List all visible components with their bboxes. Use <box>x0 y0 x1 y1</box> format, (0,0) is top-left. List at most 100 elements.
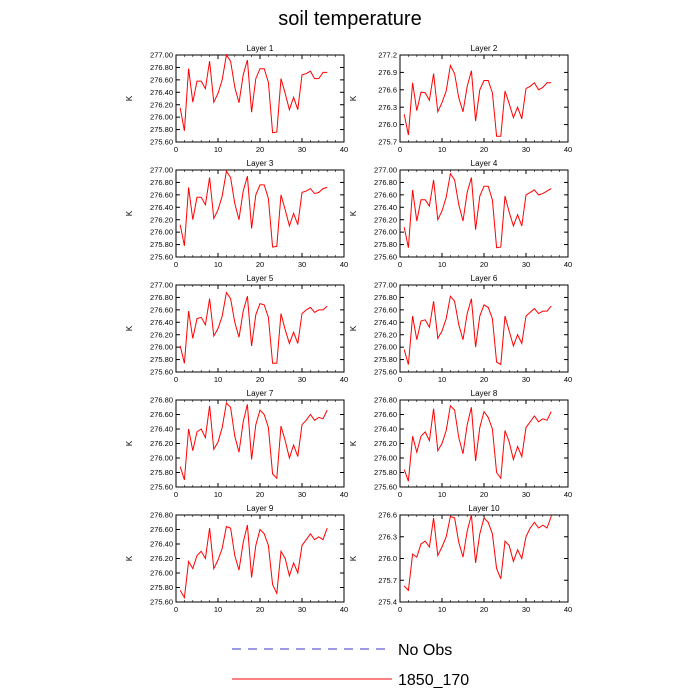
y-tick-label: 275.60 <box>374 483 397 492</box>
x-tick-label: 10 <box>214 490 222 499</box>
x-tick-label: 20 <box>480 490 488 499</box>
x-tick-label: 30 <box>522 260 530 269</box>
x-tick-label: 30 <box>298 260 306 269</box>
series-line <box>403 295 552 366</box>
x-tick-label: 20 <box>256 375 264 384</box>
y-tick-label: 276.40 <box>150 425 173 434</box>
chart-panel: Layer 5 0 10 20 30 40 275.60 275.80 276.00 276.20… <box>125 274 348 384</box>
x-tick-label: 0 <box>398 605 402 614</box>
panel-title: Layer 8 <box>471 389 498 398</box>
y-tick-label: 276.40 <box>374 203 397 212</box>
x-tick-label: 20 <box>256 260 264 269</box>
y-tick-label: 275.80 <box>150 583 173 592</box>
chart-panel: Layer 8 0 10 20 30 40 275.60 275.80 276.00 276.20… <box>349 389 572 499</box>
y-tick-label: 276.80 <box>374 396 397 405</box>
x-tick-label: 10 <box>438 260 446 269</box>
panel-title: Layer 6 <box>471 274 498 283</box>
y-axis-label: K <box>125 95 134 101</box>
x-tick-label: 10 <box>438 490 446 499</box>
y-tick-label: 276.00 <box>150 569 173 578</box>
x-tick-label: 0 <box>174 605 178 614</box>
y-axis-label: K <box>125 210 134 216</box>
y-tick-label: 276.60 <box>150 305 173 314</box>
x-tick-label: 0 <box>398 260 402 269</box>
y-tick-label: 276.20 <box>374 439 397 448</box>
y-tick-label: 276.0 <box>378 554 397 563</box>
y-tick-label: 276.40 <box>150 318 173 327</box>
chart-panel: Layer 6 0 10 20 30 40 275.60 275.80 276.00 276.20… <box>349 274 572 384</box>
y-tick-label: 276.00 <box>150 228 173 237</box>
x-tick-label: 30 <box>522 145 530 154</box>
x-tick-label: 0 <box>174 145 178 154</box>
x-tick-label: 40 <box>564 490 572 499</box>
x-tick-label: 20 <box>480 260 488 269</box>
panel-title: Layer 1 <box>247 44 274 53</box>
y-tick-label: 276.40 <box>150 203 173 212</box>
x-tick-label: 10 <box>214 145 222 154</box>
y-tick-label: 275.60 <box>150 253 173 262</box>
x-tick-label: 20 <box>480 145 488 154</box>
x-tick-label: 30 <box>522 375 530 384</box>
y-tick-label: 275.80 <box>374 240 397 249</box>
plot-frame <box>399 514 569 603</box>
x-tick-label: 0 <box>174 490 178 499</box>
y-tick-label: 277.00 <box>150 51 173 60</box>
series-line <box>179 524 328 600</box>
x-tick-label: 0 <box>398 145 402 154</box>
y-tick-label: 276.80 <box>374 178 397 187</box>
y-tick-label: 275.7 <box>378 138 397 147</box>
x-tick-label: 0 <box>174 260 178 269</box>
series-line <box>403 514 552 592</box>
y-tick-label: 276.80 <box>150 511 173 520</box>
y-tick-label: 276.00 <box>374 228 397 237</box>
y-tick-label: 276.60 <box>150 410 173 419</box>
x-tick-label: 30 <box>522 605 530 614</box>
y-tick-label: 276.60 <box>374 410 397 419</box>
y-axis-label: K <box>349 440 358 446</box>
y-tick-label: 276.80 <box>150 63 173 72</box>
plot-frame <box>175 399 345 488</box>
y-tick-label: 276.40 <box>150 88 173 97</box>
y-tick-label: 276.60 <box>150 190 173 199</box>
x-tick-label: 40 <box>340 260 348 269</box>
x-tick-label: 10 <box>438 605 446 614</box>
y-tick-label: 276.20 <box>150 330 173 339</box>
series-line <box>179 53 328 134</box>
x-tick-label: 10 <box>214 375 222 384</box>
y-tick-label: 277.00 <box>374 281 397 290</box>
x-tick-label: 40 <box>340 375 348 384</box>
x-tick-label: 10 <box>214 605 222 614</box>
panel-title: Layer 9 <box>247 504 274 513</box>
chart-panel: Layer 10 0 10 20 30 40 275.4 275.7 276.0 276.3 276… <box>349 504 572 614</box>
y-axis-label: K <box>125 440 134 446</box>
y-tick-label: 276.6 <box>378 85 397 94</box>
y-tick-label: 276.60 <box>150 75 173 84</box>
y-tick-label: 276.00 <box>150 454 173 463</box>
y-axis-label: K <box>349 210 358 216</box>
x-tick-label: 10 <box>438 145 446 154</box>
x-tick-label: 30 <box>298 145 306 154</box>
plot-frame <box>399 169 569 258</box>
panel-title: Layer 10 <box>468 504 500 513</box>
y-tick-label: 275.80 <box>374 355 397 364</box>
y-tick-label: 276.0 <box>378 120 397 129</box>
y-tick-label: 276.20 <box>150 100 173 109</box>
plot-frame <box>175 514 345 603</box>
y-tick-label: 276.00 <box>374 454 397 463</box>
x-tick-label: 40 <box>564 605 572 614</box>
x-tick-label: 0 <box>174 375 178 384</box>
y-tick-label: 275.80 <box>150 468 173 477</box>
series-line <box>403 172 552 249</box>
y-tick-label: 275.60 <box>150 483 173 492</box>
chart-panel: Layer 2 0 10 20 30 40 275.7 276.0 276.3 276.6 276.… <box>349 44 572 154</box>
chart-panel: Layer 7 0 10 20 30 40 275.60 275.80 276.00 276.20… <box>125 389 348 499</box>
y-tick-label: 276.60 <box>374 305 397 314</box>
y-tick-label: 276.60 <box>150 525 173 534</box>
y-axis-label: K <box>125 325 134 331</box>
y-tick-label: 276.3 <box>378 103 397 112</box>
y-tick-label: 276.20 <box>374 330 397 339</box>
panel-title: Layer 2 <box>471 44 498 53</box>
series-line <box>179 169 328 248</box>
y-tick-label: 275.60 <box>374 253 397 262</box>
y-tick-label: 275.80 <box>150 355 173 364</box>
